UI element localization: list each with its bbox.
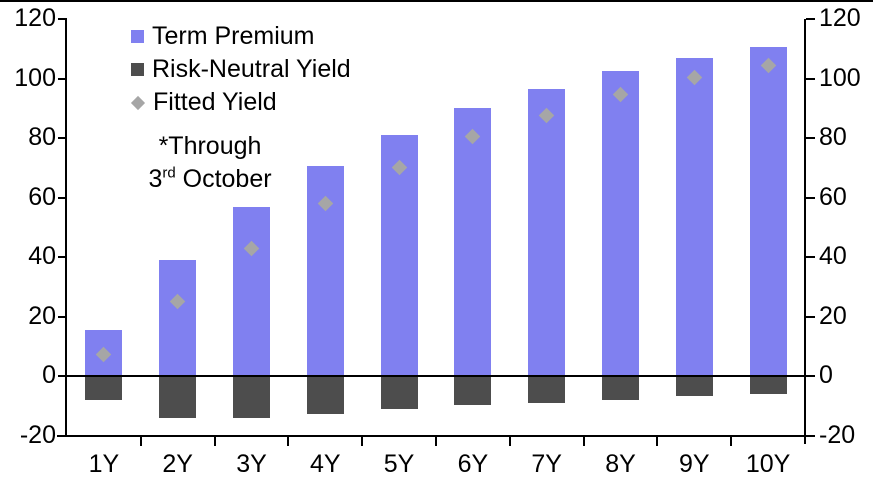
y-tick-label-right: 0 [819,361,833,390]
x-tick-label: 5Y [383,450,415,478]
legend-label-risk-neutral-yield: Risk-Neutral Yield [152,55,351,83]
y-tick-left [58,77,67,80]
y-tick-right [806,18,815,20]
y-tick-label-right: 100 [819,63,861,92]
bar-term-premium [528,88,566,377]
annotation-through-date: *Through 3rd October [105,130,315,196]
y-tick-label-right: 40 [819,242,847,271]
y-tick-left [58,196,67,199]
bar-risk-neutral-yield [85,376,123,401]
y-tick-label-right: 60 [819,182,847,211]
x-tick [139,437,142,446]
y-tick-label-left: -20 [19,421,56,449]
x-tick-label: 8Y [605,450,636,478]
y-tick-label-right: -20 [819,421,856,449]
y-tick-label-right: 20 [819,301,847,330]
x-tick [213,437,216,446]
y-tick-label-right: 80 [819,123,847,152]
bar-term-premium [454,108,492,377]
bar-risk-neutral-yield [454,376,492,405]
bar-term-premium [749,47,787,377]
y-tick-right [806,435,815,437]
y-axis-left-spine [65,19,67,437]
x-tick-label: 9Y [678,450,710,478]
x-tick-label: 6Y [457,450,489,478]
bar-term-premium [159,260,197,377]
y-tick-right [806,137,815,140]
y-tick-label-left: 80 [28,123,56,152]
fitted-yield-diamond-icon [130,95,146,110]
x-tick-label: 10Y [745,450,791,478]
bar-risk-neutral-yield [380,376,418,410]
legend-item-fitted-yield: Fitted Yield [130,88,277,116]
ordinal-superscript: rd [162,164,176,182]
bar-risk-neutral-yield [675,376,713,396]
risk-neutral-swatch-icon [131,63,144,76]
x-tick-label: 4Y [309,450,341,478]
y-tick-right [806,256,815,259]
bar-term-premium [602,71,639,377]
bar-risk-neutral-yield [306,376,344,414]
y-tick-left [58,375,67,378]
y-tick-label-left: 60 [28,182,56,211]
bar-risk-neutral-yield [528,376,566,404]
y-tick-left [58,256,67,259]
legend-label-term-premium: Term Premium [152,22,315,50]
x-tick [508,437,511,446]
bar-term-premium [675,57,713,377]
legend-item-term-premium: Term Premium [131,23,315,50]
y-tick-label-left: 20 [28,301,56,330]
y-tick-right [806,315,815,318]
y-tick-left [58,137,67,140]
annotation-line2: 3rd October [148,164,272,193]
y-tick-left [58,18,67,20]
bar-risk-neutral-yield [602,376,639,401]
x-tick-label: 2Y [162,450,193,478]
bar-risk-neutral-yield [233,376,270,419]
x-tick-label: 3Y [236,450,267,478]
y-tick-label-left: 40 [28,242,56,271]
y-tick-right [806,196,815,199]
x-tick [361,437,364,446]
x-tick [435,437,437,446]
y-tick-left [58,435,67,437]
y-tick-left [58,315,67,318]
x-axis-spine [57,435,814,437]
term-premium-swatch-icon [131,30,144,43]
annotation-line1: *Through [158,132,262,160]
top-border [0,0,873,2]
x-tick [582,437,585,446]
bar-risk-neutral-yield [749,376,787,395]
bar-term-premium [233,206,270,377]
x-tick [730,437,733,446]
legend-label-fitted-yield: Fitted Yield [153,88,277,116]
legend-item-risk-neutral-yield: Risk-Neutral Yield [131,56,351,83]
bar-risk-neutral-yield [159,376,197,419]
y-tick-label-left: 100 [14,63,56,92]
x-tick-label: 7Y [531,450,562,478]
y-tick-right [806,375,815,378]
y-tick-label-left: 120 [14,4,56,32]
y-tick-label-left: 0 [42,361,56,390]
x-tick [656,437,659,446]
x-tick-label: 1Y [88,450,120,478]
x-tick [287,437,290,446]
zero-line [67,375,805,378]
y-axis-right-spine [804,19,806,444]
y-tick-right [806,77,815,80]
y-tick-label-right: 120 [819,4,861,32]
